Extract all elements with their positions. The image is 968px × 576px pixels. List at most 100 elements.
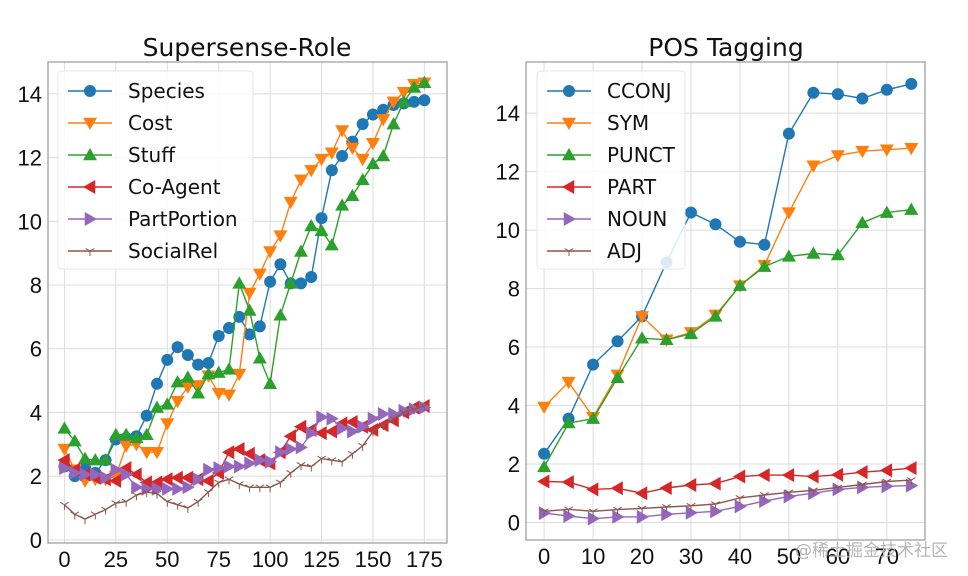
data-point	[283, 276, 298, 289]
data-point	[88, 453, 103, 466]
data-point	[758, 238, 771, 251]
data-point	[119, 461, 132, 476]
legend-label: SYM	[607, 111, 649, 135]
data-point	[337, 458, 347, 467]
data-point	[234, 481, 244, 490]
y-tick-label: 14	[18, 82, 42, 107]
data-point	[418, 94, 431, 107]
data-point	[108, 427, 123, 440]
data-point	[781, 468, 795, 483]
legend-label: SocialRel	[128, 239, 218, 263]
data-point	[613, 506, 623, 515]
data-point	[69, 465, 82, 480]
data-point	[131, 480, 144, 495]
tick-labels: 0 10 20 30 40 50 60 70 0 2 4 6 8 10 12 14	[496, 101, 900, 569]
data-point	[252, 351, 267, 364]
data-point	[255, 484, 265, 493]
data-point	[192, 472, 206, 487]
series-line	[543, 208, 912, 468]
data-point	[273, 230, 288, 243]
data-point	[879, 205, 894, 218]
x-tick-label: 60	[826, 544, 850, 569]
y-tick-label: 10	[496, 218, 520, 243]
y-tick-label: 12	[496, 160, 520, 185]
data-point	[356, 118, 369, 131]
data-point	[180, 470, 194, 485]
data-point	[139, 427, 154, 440]
data-point	[419, 403, 429, 412]
data-point	[586, 411, 601, 424]
data-point	[202, 357, 215, 370]
data-point	[304, 165, 319, 178]
data-point	[806, 160, 821, 173]
data-point	[316, 410, 329, 425]
chart-title: Supersense-Role	[143, 33, 352, 62]
series-partportion	[59, 400, 432, 496]
data-point	[659, 480, 672, 495]
legend-label: PART	[607, 175, 657, 199]
y-tick-label: 2	[30, 464, 42, 489]
data-point	[57, 453, 70, 468]
data-point	[181, 349, 194, 362]
series-adj	[539, 477, 916, 517]
data-point	[368, 428, 378, 437]
data-point	[273, 308, 288, 321]
legend: CCONJ SYM PUNCT PART NOUN ADJ	[536, 70, 686, 270]
series-line	[544, 484, 912, 520]
data-point	[347, 450, 357, 459]
data-point	[131, 492, 141, 501]
series-punct	[537, 202, 919, 473]
plot-frame	[525, 61, 926, 541]
data-point	[232, 442, 245, 457]
data-point	[879, 463, 893, 478]
data-point	[683, 326, 698, 340]
data-point	[119, 427, 134, 440]
series-species	[58, 94, 431, 483]
legend-label: Cost	[128, 111, 173, 135]
data-point	[151, 377, 164, 390]
data-point	[662, 504, 672, 512]
tick-labels: 0 25 50 75 100 125 150 175 0 2 4 6 8 10 12 14	[18, 82, 443, 572]
data-point	[98, 453, 113, 466]
data-point	[275, 445, 288, 460]
data-point	[735, 494, 745, 503]
data-point	[386, 117, 401, 130]
legend-item: SYM	[547, 111, 649, 135]
series-line	[544, 467, 912, 494]
data-point	[327, 457, 337, 466]
data-point	[856, 92, 869, 105]
data-point	[263, 376, 278, 389]
data-point	[264, 275, 277, 288]
data-point	[324, 424, 338, 439]
series-part	[537, 461, 917, 501]
data-point	[408, 95, 421, 108]
data-point	[265, 484, 275, 493]
series-noun	[538, 478, 919, 526]
data-point	[244, 456, 257, 471]
data-point	[162, 498, 172, 507]
data-point	[365, 156, 380, 170]
legend-marker	[563, 85, 575, 97]
data-point	[396, 87, 411, 100]
data-point	[377, 406, 391, 421]
data-point	[686, 502, 696, 511]
data-point	[173, 501, 183, 510]
data-point	[365, 137, 380, 151]
y-tick-label: 6	[508, 335, 520, 360]
data-point	[399, 409, 409, 418]
data-point	[366, 108, 379, 121]
data-point	[857, 481, 867, 490]
data-point	[335, 125, 350, 138]
data-point	[879, 144, 894, 157]
legend-marker	[83, 148, 97, 161]
data-point	[324, 238, 339, 251]
data-point	[203, 489, 213, 498]
data-point	[830, 150, 845, 163]
data-point	[537, 459, 552, 473]
data-point	[732, 278, 747, 291]
data-point	[637, 505, 647, 514]
data-point	[806, 246, 821, 259]
data-point	[336, 421, 350, 436]
data-point	[110, 462, 123, 477]
data-point	[832, 482, 845, 497]
